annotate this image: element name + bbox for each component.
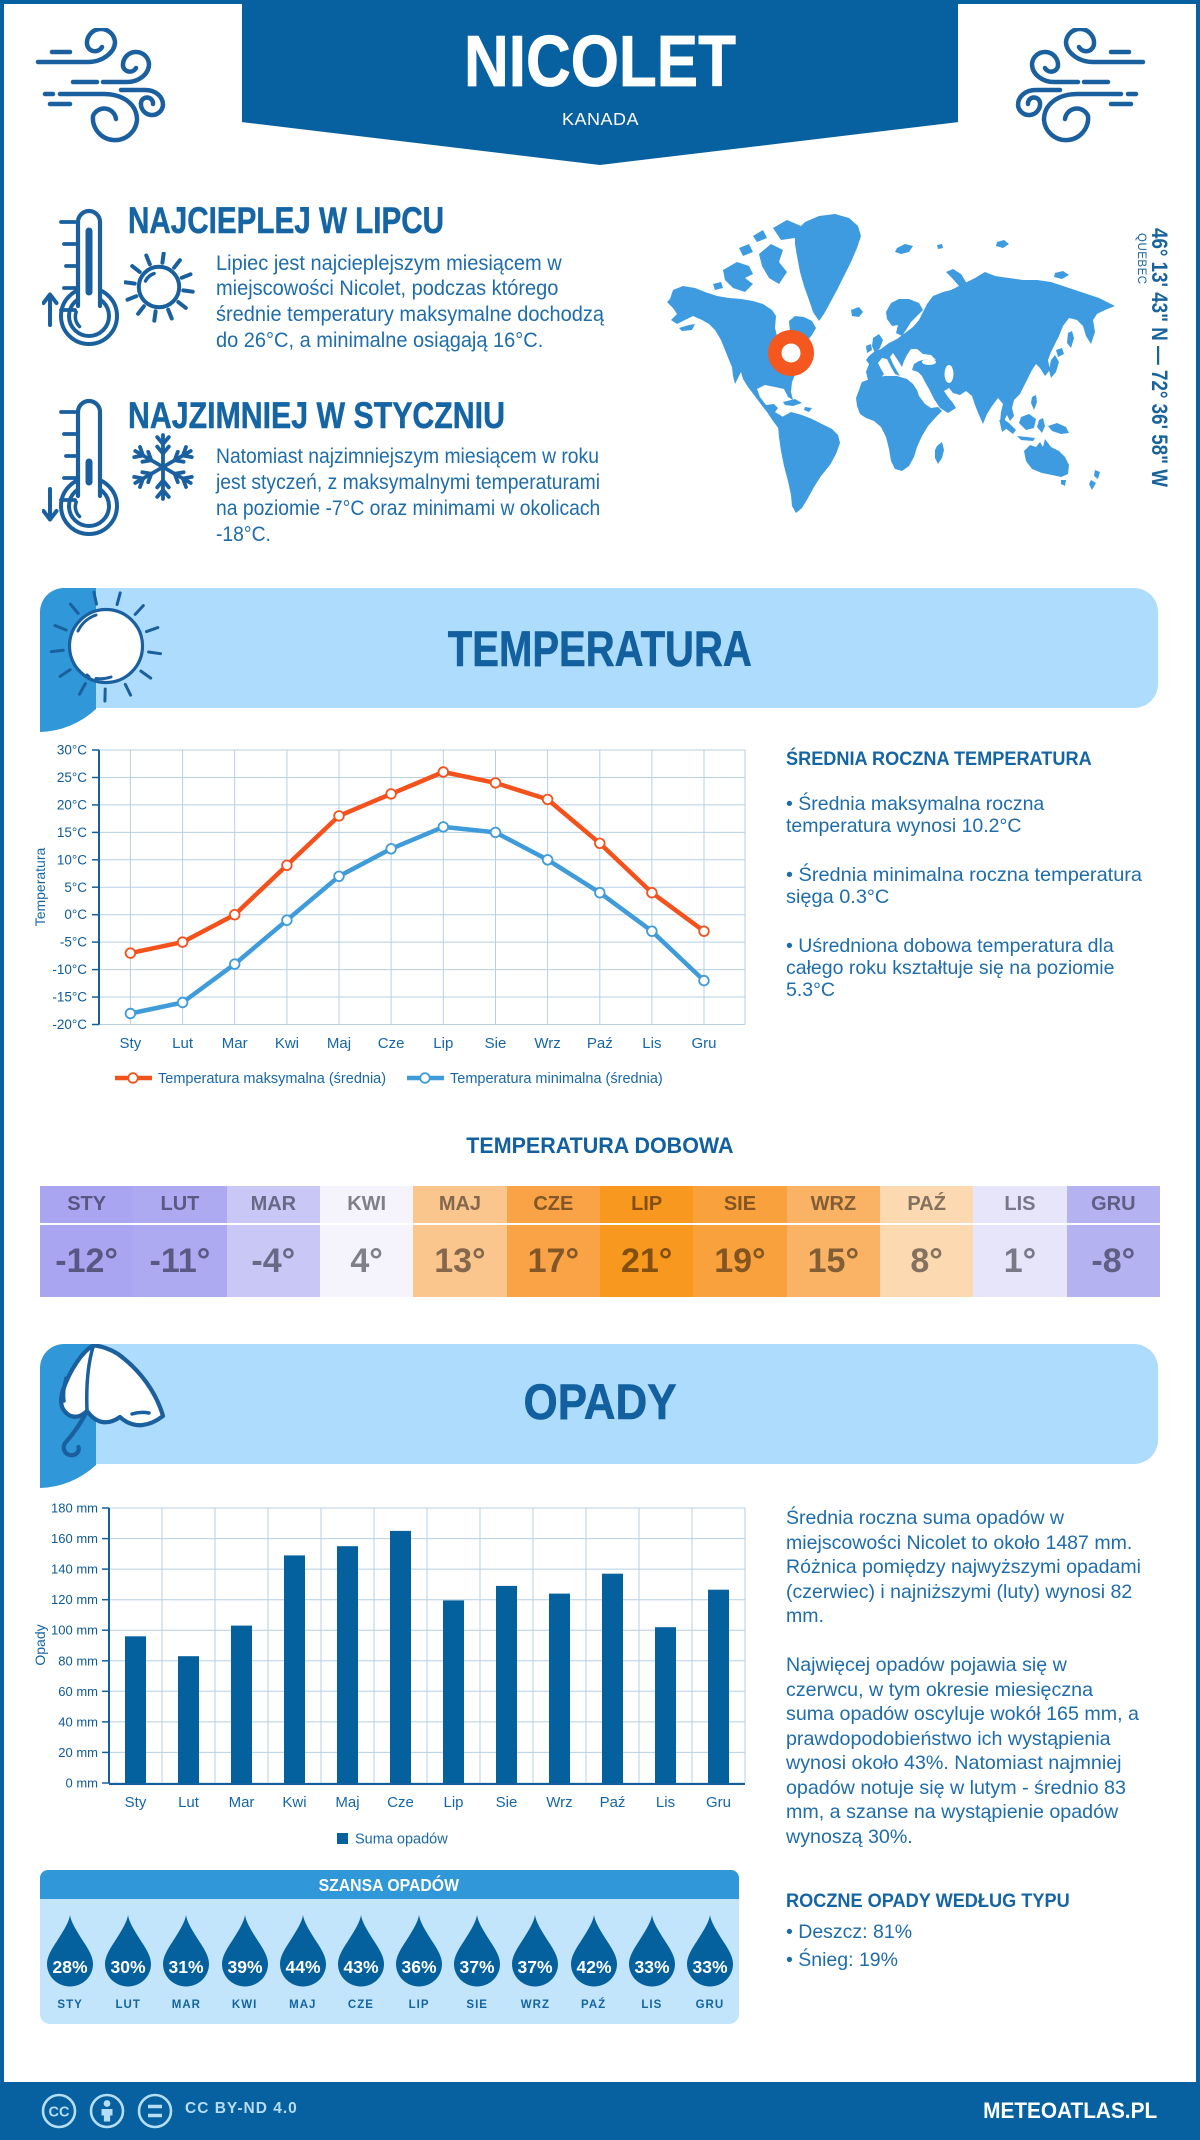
svg-text:42%: 42% <box>576 1957 611 1977</box>
svg-text:Sie: Sie <box>485 1035 507 1052</box>
svg-text:160 mm: 160 mm <box>51 1531 98 1546</box>
svg-text:20°C: 20°C <box>57 797 87 812</box>
svg-text:Paź: Paź <box>600 1794 626 1811</box>
svg-text:Opady: Opady <box>32 1624 48 1665</box>
svg-text:37%: 37% <box>460 1957 495 1977</box>
svg-text:15°C: 15°C <box>57 825 87 840</box>
svg-text:Maj: Maj <box>327 1035 351 1052</box>
svg-text:0°C: 0°C <box>64 907 87 922</box>
svg-text:39%: 39% <box>227 1957 262 1977</box>
svg-text:Kwi: Kwi <box>282 1794 306 1811</box>
svg-text:CC: CC <box>49 2105 70 2121</box>
svg-text:37%: 37% <box>518 1957 553 1977</box>
svg-text:Mar: Mar <box>222 1035 248 1052</box>
svg-text:Wrz: Wrz <box>534 1035 560 1052</box>
svg-text:Lis: Lis <box>656 1794 675 1811</box>
svg-text:33%: 33% <box>692 1957 727 1977</box>
svg-text:120 mm: 120 mm <box>51 1592 98 1607</box>
svg-text:Sty: Sty <box>125 1794 147 1811</box>
svg-text:Temperatura: Temperatura <box>32 847 48 926</box>
svg-text:30%: 30% <box>111 1957 146 1977</box>
svg-text:28%: 28% <box>53 1957 88 1977</box>
svg-text:33%: 33% <box>634 1957 669 1977</box>
svg-text:31%: 31% <box>169 1957 204 1977</box>
svg-text:Maj: Maj <box>335 1794 359 1811</box>
svg-text:Gru: Gru <box>706 1794 731 1811</box>
svg-text:43%: 43% <box>343 1957 378 1977</box>
svg-text:Lip: Lip <box>433 1035 453 1052</box>
svg-text:Gru: Gru <box>691 1035 716 1052</box>
svg-text:Kwi: Kwi <box>275 1035 299 1052</box>
svg-text:5°C: 5°C <box>64 880 87 895</box>
svg-text:25°C: 25°C <box>57 770 87 785</box>
svg-text:36%: 36% <box>402 1957 437 1977</box>
svg-text:Temperatura minimalna (średnia: Temperatura minimalna (średnia) <box>450 1071 663 1087</box>
svg-text:-5°C: -5°C <box>60 935 87 950</box>
svg-text:44%: 44% <box>285 1957 320 1977</box>
svg-text:Temperatura maksymalna (średni: Temperatura maksymalna (średnia) <box>158 1071 386 1087</box>
svg-text:20 mm: 20 mm <box>58 1745 98 1760</box>
svg-text:180 mm: 180 mm <box>51 1501 98 1516</box>
svg-text:Lut: Lut <box>172 1035 194 1052</box>
svg-text:10°C: 10°C <box>57 852 87 867</box>
svg-text:Suma opadów: Suma opadów <box>355 1832 448 1848</box>
svg-text:Cze: Cze <box>387 1794 414 1811</box>
svg-text:Sie: Sie <box>496 1794 518 1811</box>
svg-text:Sty: Sty <box>120 1035 142 1052</box>
svg-text:Wrz: Wrz <box>546 1794 572 1811</box>
svg-text:30°C: 30°C <box>57 743 87 758</box>
svg-text:Lis: Lis <box>642 1035 661 1052</box>
svg-text:60 mm: 60 mm <box>58 1684 98 1699</box>
svg-text:Paź: Paź <box>587 1035 613 1052</box>
svg-text:Lip: Lip <box>443 1794 463 1811</box>
svg-text:0 mm: 0 mm <box>66 1776 99 1791</box>
svg-text:100 mm: 100 mm <box>51 1623 98 1638</box>
svg-text:Lut: Lut <box>178 1794 200 1811</box>
svg-text:Cze: Cze <box>378 1035 405 1052</box>
svg-text:40 mm: 40 mm <box>58 1714 98 1729</box>
svg-text:-10°C: -10°C <box>52 962 87 977</box>
svg-text:80 mm: 80 mm <box>58 1653 98 1668</box>
svg-text:Mar: Mar <box>229 1794 255 1811</box>
svg-text:-20°C: -20°C <box>52 1017 87 1032</box>
svg-text:140 mm: 140 mm <box>51 1562 98 1577</box>
svg-text:-15°C: -15°C <box>52 990 87 1005</box>
